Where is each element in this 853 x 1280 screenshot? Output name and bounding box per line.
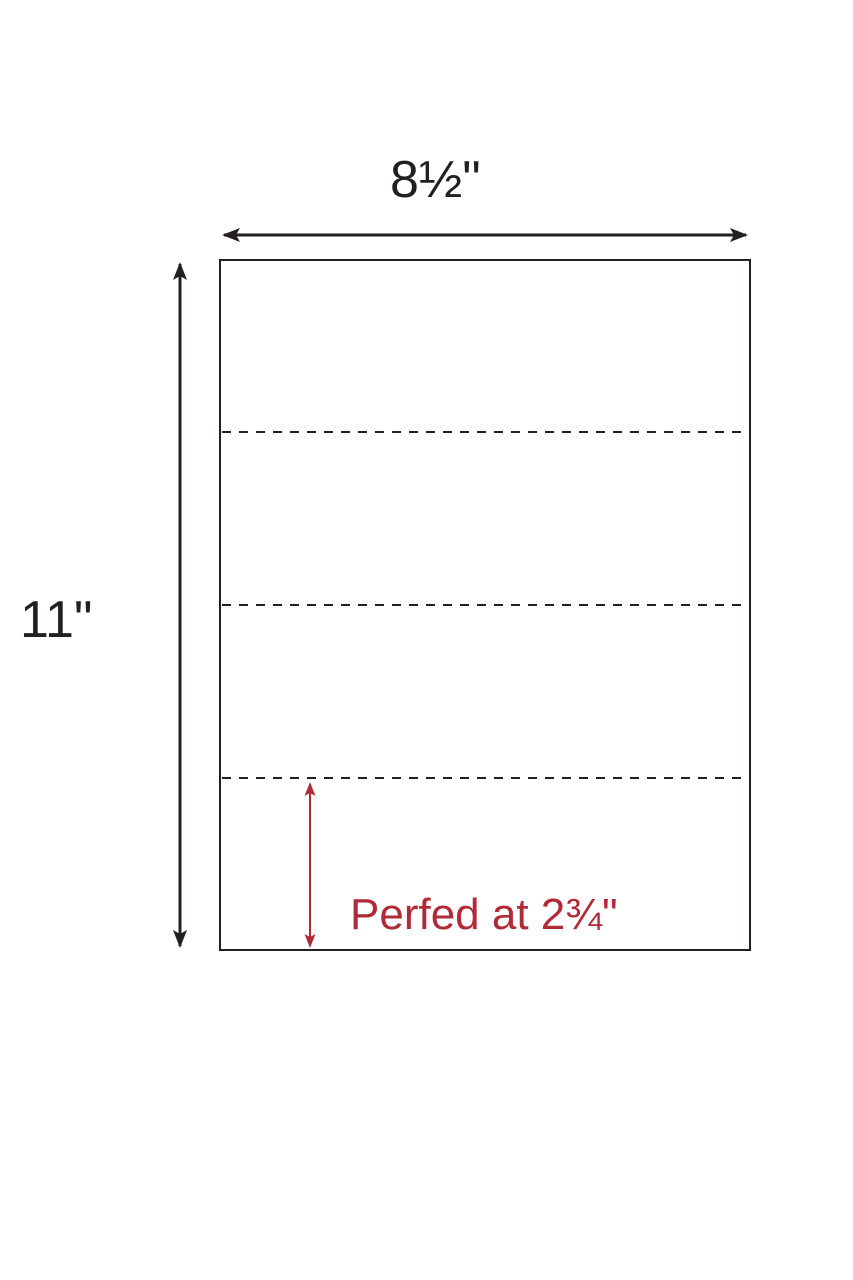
height-label: 11" [20, 590, 92, 650]
diagram-container: 8½" 11" Perfed at 2¾" [60, 150, 800, 1050]
perf-label: Perfed at 2¾" [350, 890, 618, 940]
width-label: 8½" [390, 150, 481, 210]
